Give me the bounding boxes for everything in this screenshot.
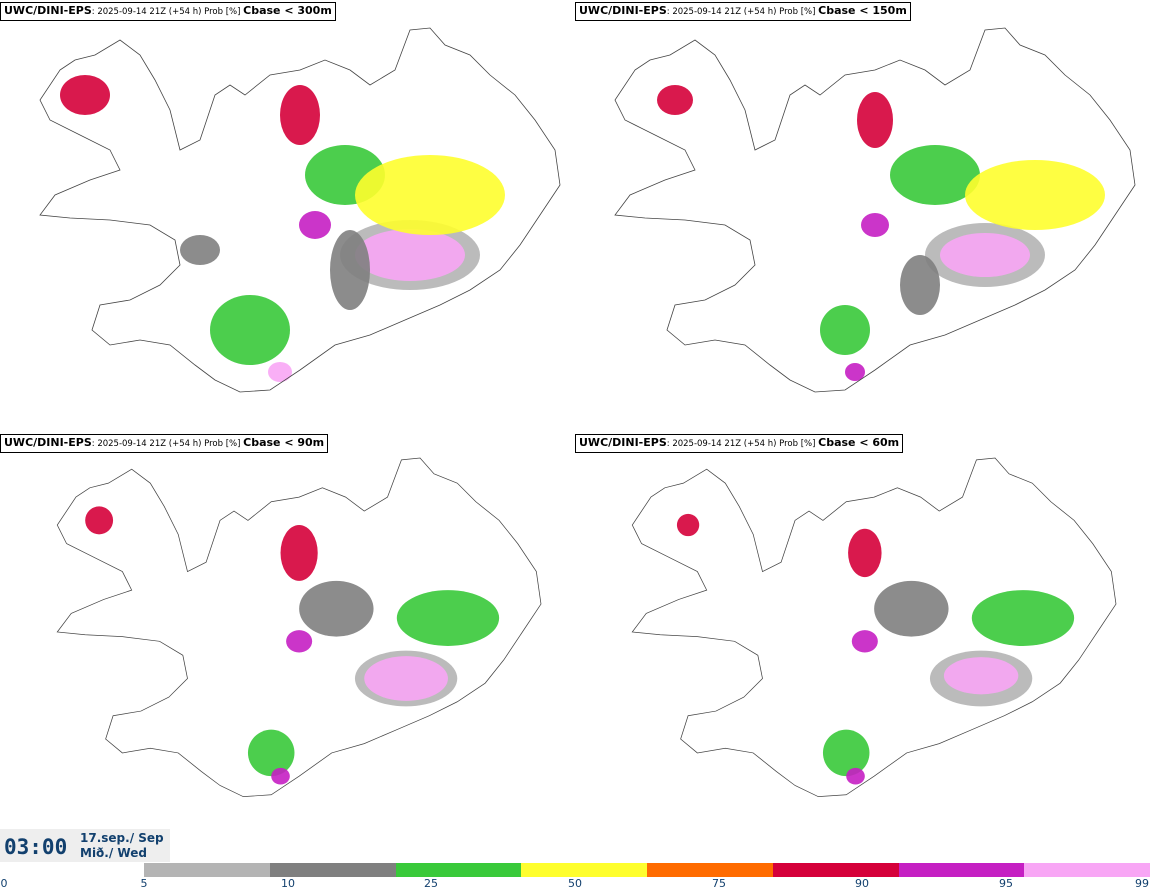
colorbar-tick-label: 95 [999,877,1013,890]
colorbar-tick-label: 75 [712,877,726,890]
prob-overlay [657,85,1105,381]
iceland-map [631,457,1117,798]
panel-title: UWC/DINI-EPS: 2025-09-14 21Z (+54 h) Pro… [0,2,336,21]
prob-area [900,255,940,315]
prob-area [851,630,878,653]
prob-area [874,580,949,637]
colorbar [144,863,1150,877]
colorbar-segment [772,863,899,877]
prob-area [657,85,693,115]
valid-hour: 03:00 [4,835,68,859]
iceland-map [56,457,542,798]
prob-area [299,580,374,637]
colorbar-segment [395,863,522,877]
prob-area [180,235,220,265]
prob-area [280,525,318,581]
prob-area [364,656,448,701]
colorbar-tick-label: 50 [568,877,582,890]
colorbar-tick-label: 0 [0,877,8,890]
valid-date-text: 17.sep./ Sep [80,831,164,845]
prob-overlay [85,506,500,785]
prob-area [940,233,1030,277]
colorbar-segment [1024,863,1150,877]
prob-area [845,363,865,381]
prob-area [848,528,882,578]
prob-area [85,506,114,535]
prob-area [971,590,1075,646]
prob-area [965,160,1105,230]
prob-area [330,230,370,310]
coastline [631,457,1117,798]
prob-area [861,213,889,237]
panel-title: UWC/DINI-EPS: 2025-09-14 21Z (+54 h) Pro… [575,434,904,453]
prob-area [355,155,505,235]
prob-area [286,630,313,653]
map-panel-300m: UWC/DINI-EPS: 2025-09-14 21Z (+54 h) Pro… [0,0,575,430]
iceland-map [614,27,1136,393]
valid-time-box: 03:00 17.sep./ Sep Mið./ Wed [0,829,170,862]
colorbar-segment [898,863,1025,877]
prob-area [857,92,893,148]
prob-overlay [60,75,505,382]
prob-area [299,211,331,239]
colorbar-tick-label: 10 [281,877,295,890]
colorbar-segment [144,863,270,877]
colorbar-segment [521,863,647,877]
prob-area [943,657,1019,695]
panel-title: UWC/DINI-EPS: 2025-09-14 21Z (+54 h) Pro… [0,434,329,453]
coastline [39,27,561,393]
prob-area [355,229,465,281]
map-panel-150m: UWC/DINI-EPS: 2025-09-14 21Z (+54 h) Pro… [575,0,1150,430]
prob-area [271,767,290,785]
prob-area [676,513,700,537]
colorbar-tick-label: 99 [1135,877,1149,890]
prob-area [247,729,295,777]
coastline [56,457,542,798]
colorbar-tick-label: 25 [424,877,438,890]
iceland-map [39,27,561,393]
prob-overlay [676,513,1075,785]
prob-area [846,767,865,785]
colorbar-tick-label: 90 [855,877,869,890]
valid-date: 17.sep./ Sep Mið./ Wed [80,831,164,861]
prob-area [60,75,110,115]
coastline [614,27,1136,393]
valid-day-text: Mið./ Wed [80,846,147,860]
map-panel-60m: UWC/DINI-EPS: 2025-09-14 21Z (+54 h) Pro… [575,432,1150,862]
prob-area [820,305,870,355]
colorbar-segment [647,863,773,877]
prob-area [890,145,980,205]
prob-area [280,85,320,145]
colorbar-segment [269,863,396,877]
colorbar-tick-label: 5 [140,877,148,890]
prob-area [396,590,500,646]
map-panel-90m: UWC/DINI-EPS: 2025-09-14 21Z (+54 h) Pro… [0,432,575,862]
prob-area [822,729,870,777]
prob-area [268,362,292,382]
prob-area [210,295,290,365]
panel-title: UWC/DINI-EPS: 2025-09-14 21Z (+54 h) Pro… [575,2,911,21]
